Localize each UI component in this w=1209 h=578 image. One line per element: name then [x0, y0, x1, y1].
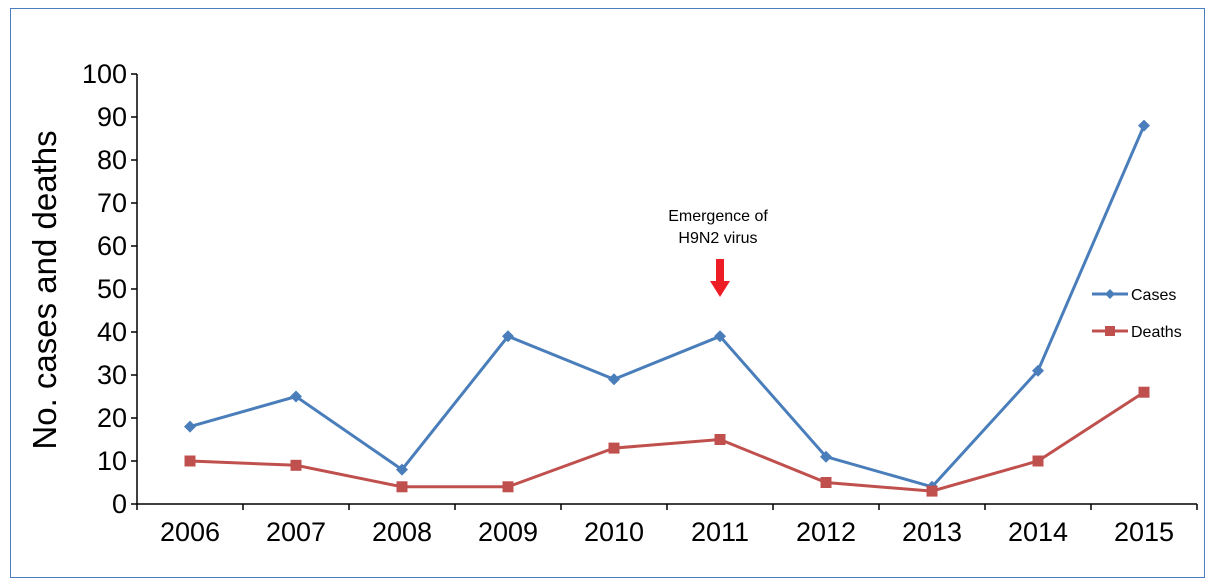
cases-point [184, 420, 196, 433]
y-tick-label: 30 [97, 360, 127, 390]
deaths-point [502, 481, 514, 493]
cases-point [396, 463, 408, 476]
deaths-point [608, 442, 620, 454]
deaths-point [820, 477, 832, 488]
x-tick-label: 2014 [1008, 517, 1068, 547]
x-tick-label: 2006 [160, 517, 220, 547]
x-tick-label: 2007 [266, 517, 326, 547]
deaths-point [714, 434, 726, 445]
y-tick-label: 80 [97, 145, 127, 175]
cases-point [502, 330, 514, 343]
y-tick-label: 60 [97, 231, 127, 261]
cases-point [608, 373, 620, 386]
deaths-point [396, 481, 408, 493]
y-tick-label: 100 [82, 59, 127, 89]
y-tick-label: 0 [112, 489, 127, 519]
y-tick-label: 10 [97, 446, 127, 476]
cases-point [1138, 119, 1150, 132]
cases-point [820, 450, 832, 463]
cases-point [1032, 364, 1044, 377]
x-tick-label: 2008 [372, 517, 432, 547]
cases-line [189, 125, 1146, 489]
legend-deaths-marker [1105, 326, 1115, 336]
deaths-point [290, 459, 302, 471]
cases-point [714, 330, 726, 343]
deaths-point [1032, 455, 1044, 467]
x-tick-label: 2009 [478, 517, 538, 547]
x-tick-label: 2010 [584, 517, 644, 547]
cases-point [290, 390, 302, 403]
y-tick-label: 20 [97, 403, 127, 433]
deaths-line [189, 390, 1145, 493]
annotation-arrow-icon [710, 259, 730, 297]
y-tick-label: 90 [97, 102, 127, 132]
y-tick-label: 50 [97, 274, 127, 304]
deaths-point [926, 485, 938, 497]
x-tick-label: 2011 [691, 517, 749, 547]
y-axis-label: No. cases and deaths [26, 130, 63, 449]
y-tick-label: 40 [97, 317, 127, 347]
y-tick-label: 70 [97, 188, 127, 218]
legend-cases-label: Cases [1131, 287, 1176, 304]
deaths-point [1138, 386, 1150, 398]
x-tick-label: 2015 [1114, 517, 1174, 547]
legend-deaths-label: Deaths [1131, 324, 1182, 341]
x-tick-label: 2013 [902, 517, 962, 547]
annotation-text: Emergence of [668, 208, 768, 225]
legend-cases-marker [1105, 289, 1115, 299]
x-tick-label: 2012 [796, 517, 856, 547]
annotation-text: H9N2 virus [678, 230, 757, 247]
deaths-point [184, 455, 196, 467]
line-chart: 0 10 20 30 40 50 60 70 80 90 100 2006 2007 2008 2009 2… [26, 59, 1198, 547]
